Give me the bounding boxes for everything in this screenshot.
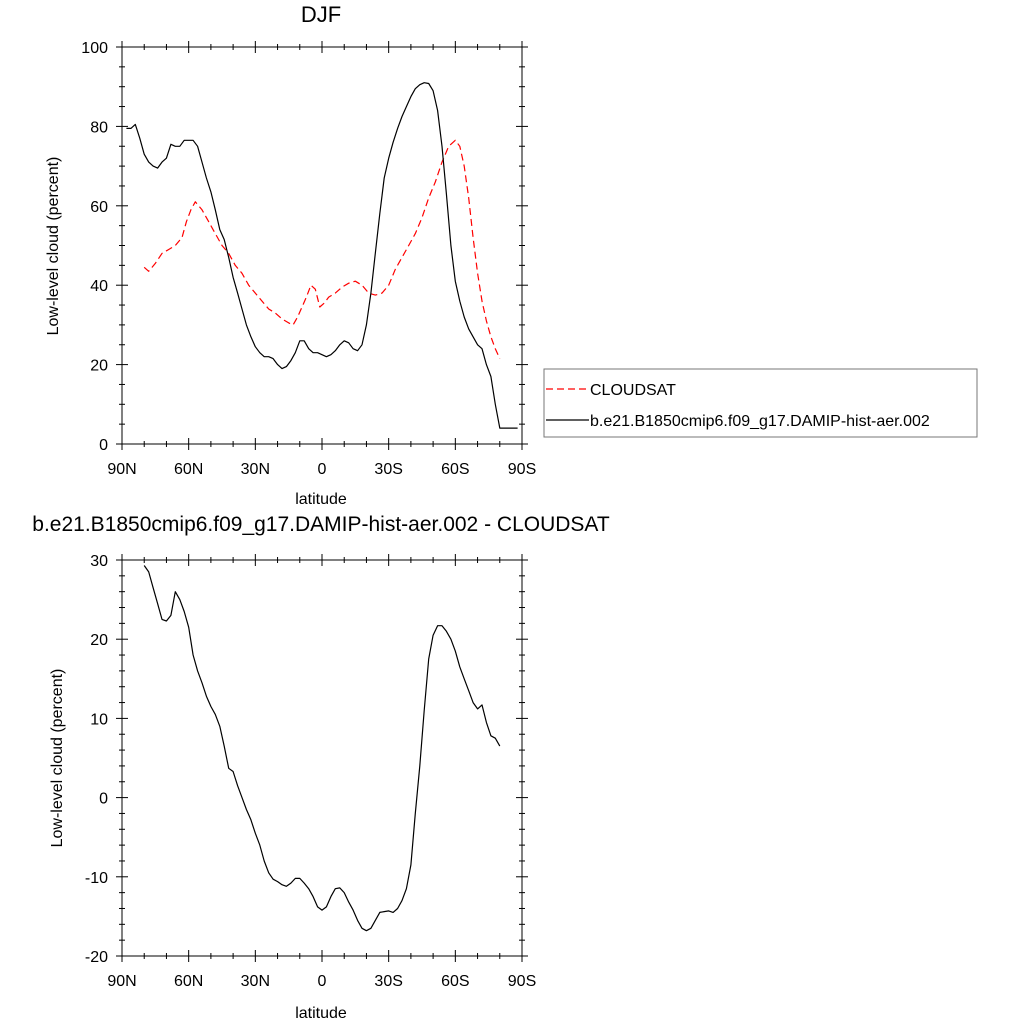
x-tick-label: 30N xyxy=(241,461,270,478)
chart-title-bottom: b.e21.B1850cmip6.f09_g17.DAMIP-hist-aer.… xyxy=(32,513,610,536)
legend-label-model: b.e21.B1850cmip6.f09_g17.DAMIP-hist-aer.… xyxy=(590,413,930,430)
y-tick-label: 10 xyxy=(90,711,108,728)
y-axis-label-top: Low-level cloud (percent) xyxy=(45,157,62,336)
legend-box xyxy=(543,368,978,438)
x-tick-label: 60S xyxy=(441,973,469,990)
y-tick-label: 20 xyxy=(90,358,108,375)
x-tick-label: 90N xyxy=(107,461,136,478)
x-tick-label: 0 xyxy=(318,973,327,990)
x-axis-label-bottom: latitude xyxy=(295,1005,347,1022)
series-line-difference xyxy=(143,565,501,932)
x-tick-label: 90S xyxy=(508,973,536,990)
x-axis-top: 90N 60N 30N 0 30S 60S 90S xyxy=(107,41,536,478)
y-tick-label: 100 xyxy=(81,40,108,57)
plot-area-top xyxy=(126,82,518,429)
x-tick-label: 60S xyxy=(441,461,469,478)
y-tick-label: 20 xyxy=(90,632,108,649)
x-tick-label: 90N xyxy=(107,973,136,990)
y-axis-label-bottom: Low-level cloud (percent) xyxy=(49,669,66,848)
x-tick-label: 30N xyxy=(241,973,270,990)
plot-frame-top xyxy=(121,46,523,445)
y-tick-label: 60 xyxy=(90,199,108,216)
x-tick-label: 60N xyxy=(174,973,203,990)
x-axis-label-top: latitude xyxy=(295,491,347,508)
y-tick-label: -20 xyxy=(85,949,108,966)
legend: CLOUDSAT b.e21.B1850cmip6.f09_g17.DAMIP-… xyxy=(543,368,978,438)
y-tick-label: 30 xyxy=(90,553,108,570)
plot-area-bottom xyxy=(143,565,501,932)
series-line-model xyxy=(126,82,518,429)
series-line-cloudsat xyxy=(143,139,501,359)
y-axis-top: 0 20 40 60 80 100 xyxy=(81,40,528,454)
y-tick-label: -10 xyxy=(85,870,108,887)
x-tick-label: 60N xyxy=(174,461,203,478)
y-tick-label: 40 xyxy=(90,278,108,295)
panel-bottom-diff: b.e21.B1850cmip6.f09_g17.DAMIP-hist-aer.… xyxy=(32,513,610,1022)
plot-frame-bottom xyxy=(121,559,523,957)
panel-top-djf: DJF 0 20 40 60 80 100 90N 60N 30N 0 30S 60S 90S Low… xyxy=(45,2,978,508)
x-tick-label: 30S xyxy=(374,461,402,478)
x-tick-label: 90S xyxy=(508,461,536,478)
x-axis-bottom: 90N 60N 30N 0 30S 60S 90S xyxy=(107,554,536,990)
y-tick-label: 80 xyxy=(90,119,108,136)
y-tick-label: 0 xyxy=(99,791,108,808)
x-tick-label: 0 xyxy=(318,461,327,478)
legend-label-cloudsat: CLOUDSAT xyxy=(590,382,676,399)
x-tick-label: 30S xyxy=(374,973,402,990)
y-tick-label: 0 xyxy=(99,437,108,454)
y-axis-bottom: -20 -10 0 10 20 30 xyxy=(85,553,528,966)
chart-title-top: DJF xyxy=(301,2,341,27)
